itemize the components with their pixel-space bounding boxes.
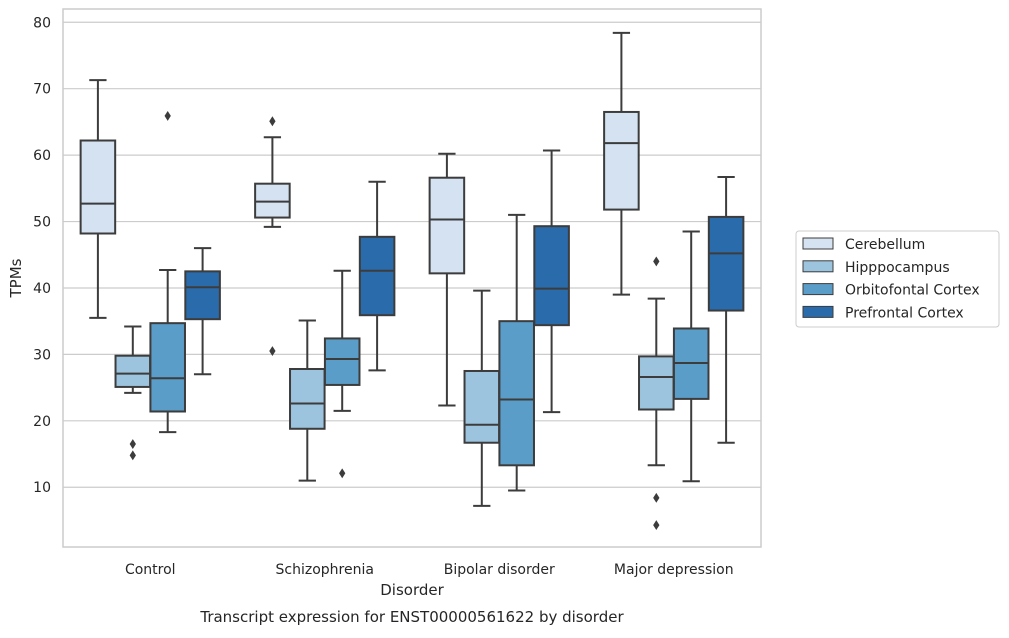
- box-2-0: [149, 110, 186, 434]
- series-3: [184, 149, 745, 444]
- x-axis-label: Disorder: [380, 581, 444, 599]
- box-1-2: [463, 289, 501, 507]
- box-3-2: [533, 149, 570, 414]
- x-tick-label-0: Control: [125, 562, 176, 578]
- box-0-2: [428, 152, 466, 407]
- box-body: [498, 320, 535, 467]
- x-tick-label-3: Major depression: [614, 562, 734, 578]
- series-1: [114, 256, 675, 531]
- box-body: [114, 354, 152, 388]
- box-0-0: [79, 79, 117, 319]
- box-body: [463, 369, 501, 444]
- box-2-2: [498, 213, 535, 492]
- box-body: [79, 139, 117, 235]
- y-tick-label-6: 70: [33, 82, 51, 98]
- box-body: [323, 337, 361, 386]
- box-0-3: [603, 31, 640, 296]
- y-tick-label-4: 50: [33, 215, 51, 231]
- outlier-point-1: [653, 492, 660, 503]
- box-body: [707, 215, 745, 312]
- box-3-0: [184, 247, 221, 376]
- box-1-3: [638, 256, 675, 531]
- y-axis-label: TPMs: [7, 258, 25, 298]
- box-body: [358, 235, 396, 317]
- legend-frame: [795, 230, 1000, 328]
- y-tick-label-3: 40: [33, 281, 51, 297]
- x-axis-ticks: Control Schizophrenia Bipolar disorder Majo…: [125, 562, 734, 578]
- outlier-point-0: [164, 110, 171, 121]
- box-body: [603, 110, 640, 211]
- box-body: [289, 367, 326, 430]
- legend-swatch-0: [802, 237, 834, 250]
- y-tick-label-7: 80: [33, 15, 51, 31]
- legend-swatch-1: [802, 260, 834, 273]
- legend-swatch-2: [802, 283, 834, 296]
- box-body: [428, 176, 466, 275]
- chart-caption: Transcript expression for ENST0000056162…: [199, 608, 624, 626]
- plot-frame: [62, 8, 762, 548]
- box-body: [638, 355, 675, 411]
- outlier-point-2: [653, 520, 660, 531]
- y-tick-label-2: 30: [33, 347, 51, 363]
- box-body: [149, 322, 186, 413]
- box-body: [533, 225, 570, 327]
- outlier-point-0: [653, 256, 660, 267]
- box-0-1: [254, 116, 291, 357]
- x-tick-label-2: Bipolar disorder: [444, 562, 555, 578]
- box-2-1: [323, 269, 361, 479]
- legend-label-0: Cerebellum: [845, 237, 925, 253]
- box-3-3: [707, 176, 745, 444]
- legend-label-1: Hipppocampus: [845, 260, 950, 276]
- y-axis-ticks: 10 20 30 40 50 60 70 80: [33, 15, 51, 496]
- x-tick-label-1: Schizophrenia: [276, 562, 374, 578]
- series-2: [149, 110, 710, 492]
- box-1-0: [114, 325, 152, 461]
- outlier-point-0: [339, 468, 346, 479]
- box-3-1: [358, 180, 396, 372]
- legend: Cerebellum Hipppocampus Orbitofontal Corte…: [795, 230, 1000, 328]
- series-0: [79, 31, 640, 407]
- y-tick-label-1: 20: [33, 414, 51, 430]
- legend-swatch-3: [802, 305, 834, 318]
- outlier-point-0: [269, 346, 276, 357]
- y-tick-label-0: 10: [33, 480, 51, 496]
- legend-label-2: Orbitofontal Cortex: [845, 283, 980, 299]
- legend-label-3: Prefrontal Cortex: [845, 305, 964, 321]
- outlier-point-0: [129, 439, 136, 449]
- box-1-1: [289, 319, 326, 482]
- box-body: [184, 270, 221, 321]
- y-tick-label-5: 60: [33, 148, 51, 164]
- outlier-point-1: [269, 116, 276, 127]
- box-2-3: [672, 230, 710, 483]
- outlier-point-1: [129, 450, 136, 461]
- box-series: [79, 31, 745, 531]
- plot-background: [63, 9, 761, 547]
